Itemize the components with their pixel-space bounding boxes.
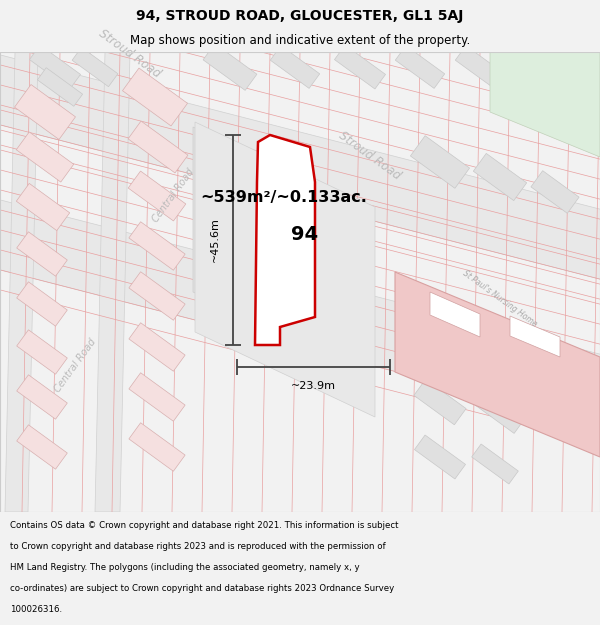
Polygon shape bbox=[17, 282, 67, 326]
Text: Stroud Road: Stroud Road bbox=[337, 129, 403, 182]
Polygon shape bbox=[17, 425, 67, 469]
Text: co-ordinates) are subject to Crown copyright and database rights 2023 Ordnance S: co-ordinates) are subject to Crown copyr… bbox=[10, 584, 394, 592]
Polygon shape bbox=[129, 272, 185, 320]
Text: Stroud Road: Stroud Road bbox=[97, 26, 163, 80]
Polygon shape bbox=[395, 272, 600, 457]
Polygon shape bbox=[16, 132, 74, 182]
Polygon shape bbox=[193, 127, 310, 347]
Polygon shape bbox=[16, 183, 70, 231]
Polygon shape bbox=[129, 372, 185, 421]
Text: Central Road: Central Road bbox=[52, 337, 98, 394]
Text: 94, STROUD ROAD, GLOUCESTER, GL1 5AJ: 94, STROUD ROAD, GLOUCESTER, GL1 5AJ bbox=[136, 9, 464, 22]
Polygon shape bbox=[203, 44, 257, 91]
Text: Central Road: Central Road bbox=[150, 167, 196, 224]
Text: ~23.9m: ~23.9m bbox=[290, 381, 335, 391]
Text: to Crown copyright and database rights 2023 and is reproduced with the permissio: to Crown copyright and database rights 2… bbox=[10, 542, 386, 551]
Polygon shape bbox=[430, 292, 480, 337]
Polygon shape bbox=[474, 324, 526, 370]
Polygon shape bbox=[411, 312, 469, 362]
Polygon shape bbox=[17, 232, 67, 276]
Polygon shape bbox=[395, 46, 445, 88]
Polygon shape bbox=[17, 375, 67, 419]
Text: St Paul's Nursing Home: St Paul's Nursing Home bbox=[461, 269, 539, 329]
Polygon shape bbox=[5, 52, 38, 512]
Text: ~45.6m: ~45.6m bbox=[210, 217, 220, 262]
Text: ~539m²/~0.133ac.: ~539m²/~0.133ac. bbox=[200, 190, 367, 205]
Polygon shape bbox=[455, 46, 505, 88]
Polygon shape bbox=[414, 379, 466, 425]
Polygon shape bbox=[129, 422, 185, 471]
Polygon shape bbox=[95, 52, 130, 512]
Polygon shape bbox=[415, 435, 466, 479]
Polygon shape bbox=[255, 135, 315, 345]
Polygon shape bbox=[532, 401, 578, 439]
Polygon shape bbox=[334, 45, 386, 89]
Polygon shape bbox=[128, 171, 186, 221]
Polygon shape bbox=[490, 52, 600, 157]
Polygon shape bbox=[14, 84, 76, 139]
Polygon shape bbox=[37, 68, 83, 106]
Text: 94: 94 bbox=[292, 225, 319, 244]
Polygon shape bbox=[195, 122, 375, 417]
Polygon shape bbox=[531, 171, 579, 213]
Polygon shape bbox=[29, 45, 80, 89]
Text: 100026316.: 100026316. bbox=[10, 604, 62, 614]
Polygon shape bbox=[473, 153, 527, 201]
Polygon shape bbox=[129, 222, 185, 270]
Polygon shape bbox=[129, 322, 185, 371]
Polygon shape bbox=[128, 121, 188, 173]
Polygon shape bbox=[17, 330, 67, 374]
Polygon shape bbox=[0, 187, 600, 437]
Polygon shape bbox=[270, 46, 320, 88]
Polygon shape bbox=[122, 68, 187, 126]
Text: Map shows position and indicative extent of the property.: Map shows position and indicative extent… bbox=[130, 34, 470, 47]
Text: Contains OS data © Crown copyright and database right 2021. This information is : Contains OS data © Crown copyright and d… bbox=[10, 521, 398, 530]
Polygon shape bbox=[475, 391, 525, 433]
Polygon shape bbox=[510, 316, 560, 357]
Text: HM Land Registry. The polygons (including the associated geometry, namely x, y: HM Land Registry. The polygons (includin… bbox=[10, 563, 359, 572]
Polygon shape bbox=[516, 46, 564, 88]
Polygon shape bbox=[532, 336, 578, 377]
Polygon shape bbox=[0, 42, 600, 292]
Polygon shape bbox=[472, 444, 518, 484]
Polygon shape bbox=[72, 48, 118, 87]
Polygon shape bbox=[410, 136, 470, 188]
